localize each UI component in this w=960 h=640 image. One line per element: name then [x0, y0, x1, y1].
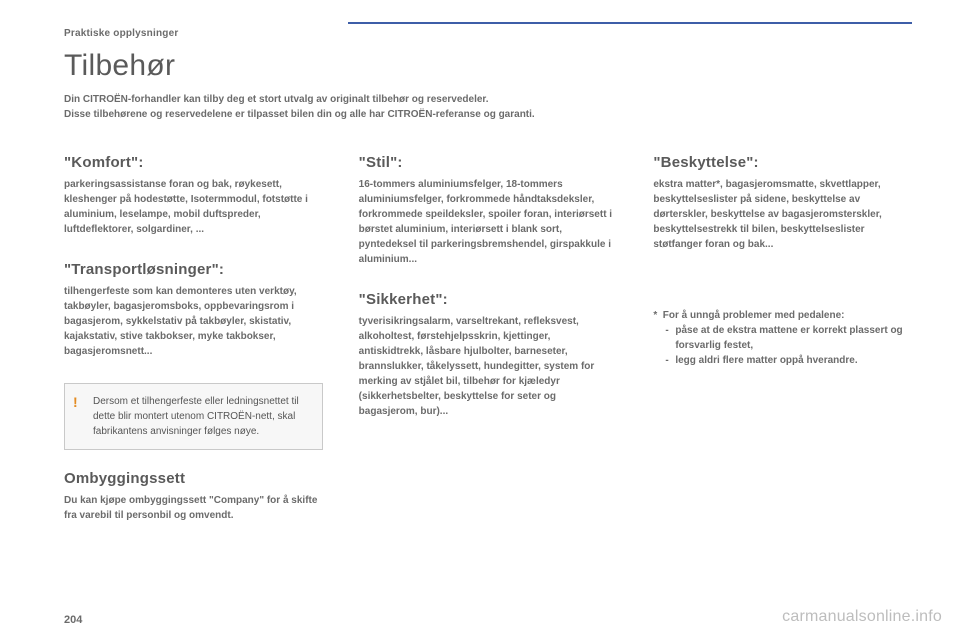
column-2: "Stil": 16-tommers aluminiumsfelger, 18-…: [359, 154, 618, 547]
footnote-lead-text: For å unngå problemer med pedalene:: [663, 310, 845, 321]
intro-line-1: Din CITROËN-forhandler kan tilby deg et …: [64, 93, 704, 108]
page-number: 204: [64, 614, 82, 626]
content-columns: "Komfort": parkeringsassistanse foran og…: [64, 154, 912, 547]
watermark: carmanualsonline.info: [782, 608, 942, 626]
transport-body: tilhengerfeste som kan demonteres uten v…: [64, 284, 323, 359]
warning-text: Dersom et tilhengerfeste eller ledningsn…: [93, 396, 299, 437]
footnote-block: * For å unngå problemer med pedalene: på…: [653, 308, 912, 368]
category-label: Praktiske opplysninger: [64, 28, 912, 39]
column-1: "Komfort": parkeringsassistanse foran og…: [64, 154, 323, 547]
comfort-heading: "Komfort":: [64, 154, 323, 171]
comfort-body: parkeringsassistanse foran og bak, røyke…: [64, 177, 323, 237]
safety-heading: "Sikkerhet":: [359, 291, 618, 308]
page-title: Tilbehør: [64, 49, 912, 83]
protection-heading: "Beskyttelse":: [653, 154, 912, 171]
column-3: "Beskyttelse": ekstra matter*, bagasjero…: [653, 154, 912, 547]
footnote-lead: * For å unngå problemer med pedalene:: [653, 308, 912, 323]
intro-text: Din CITROËN-forhandler kan tilby deg et …: [64, 93, 704, 122]
transport-heading: "Transportløsninger":: [64, 261, 323, 278]
warning-box: ! Dersom et tilhengerfeste eller ledning…: [64, 383, 323, 450]
conversion-body: Du kan kjøpe ombyggingssett "Company" fo…: [64, 493, 323, 523]
protection-body: ekstra matter*, bagasjeromsmatte, skvett…: [653, 177, 912, 252]
footnote-list: påse at de ekstra mattene er korrekt pla…: [653, 323, 912, 368]
footnote-item-2: legg aldri flere matter oppå hverandre.: [665, 353, 912, 368]
warning-icon: !: [73, 392, 78, 413]
footnote-item-1: påse at de ekstra mattene er korrekt pla…: [665, 323, 912, 353]
intro-line-2: Disse tilbehørene og reservedelene er ti…: [64, 108, 704, 123]
style-heading: "Stil":: [359, 154, 618, 171]
style-body: 16-tommers aluminiumsfelger, 18-tommers …: [359, 177, 618, 267]
conversion-heading: Ombyggingssett: [64, 470, 323, 487]
header-rule: [348, 22, 912, 24]
safety-body: tyverisikringsalarm, varseltrekant, refl…: [359, 314, 618, 419]
